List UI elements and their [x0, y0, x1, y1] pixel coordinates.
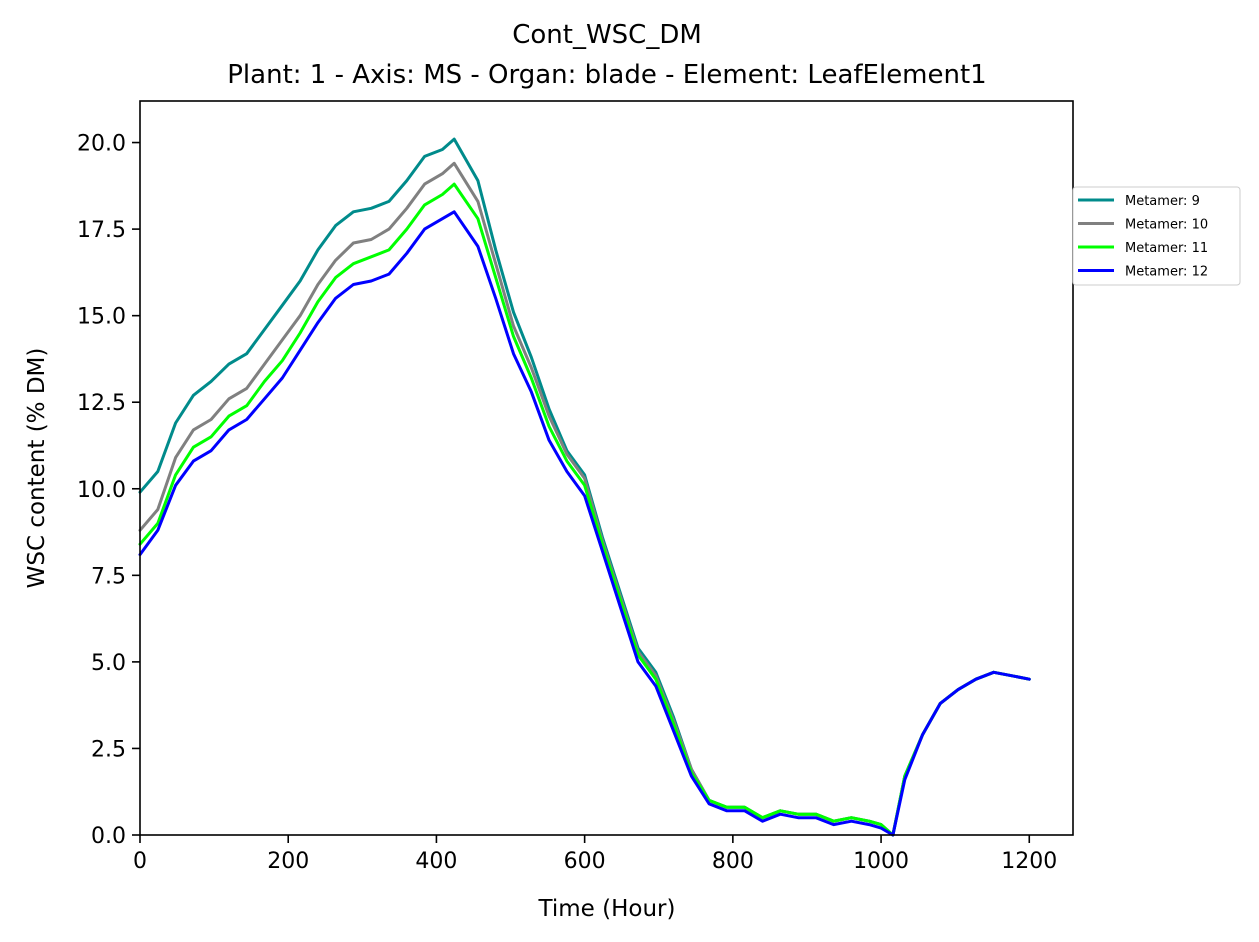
- series-line-4: [138, 210, 1031, 837]
- legend-label: Metamer: 10: [1125, 218, 1208, 233]
- legend-entries: Metamer: 9 Metamer: 10 Metamer: 11 Metamer:…: [1078, 194, 1208, 280]
- x-axis-ticks: 0 200 400 600 800 1000 1200: [133, 835, 1057, 874]
- legend: Metamer: 9 Metamer: 10 Metamer: 11 Metamer:…: [1072, 186, 1241, 286]
- chart-subtitle: Plant: 1 - Axis: MS - Organ: blade - Ele…: [227, 60, 986, 90]
- x-axis-label: Time (Hour): [538, 896, 676, 922]
- y-tick-label: 0.0: [91, 824, 126, 849]
- chart-title: Cont_WSC_DM: [512, 20, 702, 50]
- y-tick-label: 7.5: [91, 564, 126, 589]
- series-lines: [138, 137, 1031, 837]
- x-tick-label: 1200: [1001, 849, 1057, 874]
- x-tick-label: 200: [267, 849, 309, 874]
- x-tick-label: 1000: [853, 849, 909, 874]
- y-tick-label: 17.5: [77, 218, 126, 243]
- y-tick-label: 15.0: [77, 305, 126, 330]
- x-tick-label: 600: [564, 849, 606, 874]
- x-tick-label: 400: [415, 849, 457, 874]
- legend-label: Metamer: 9: [1125, 194, 1200, 209]
- y-tick-label: 5.0: [91, 651, 126, 676]
- plot-frame: [139, 100, 1074, 836]
- legend-label: Metamer: 12: [1125, 265, 1208, 280]
- y-tick-label: 20.0: [77, 132, 126, 157]
- y-tick-label: 10.0: [77, 478, 126, 503]
- x-tick-label: 0: [133, 849, 147, 874]
- y-axis-ticks: 0.0 2.5 5.0 7.5 10.0 12.5 15.0 17.5 20.0: [77, 132, 140, 849]
- series-line-3: [138, 182, 1031, 837]
- y-axis-label: WSC content (% DM): [24, 348, 50, 589]
- x-tick-label: 800: [712, 849, 754, 874]
- legend-label: Metamer: 11: [1125, 241, 1208, 256]
- legend-box: [1072, 186, 1241, 286]
- y-tick-label: 12.5: [77, 391, 126, 416]
- y-tick-label: 2.5: [91, 737, 126, 762]
